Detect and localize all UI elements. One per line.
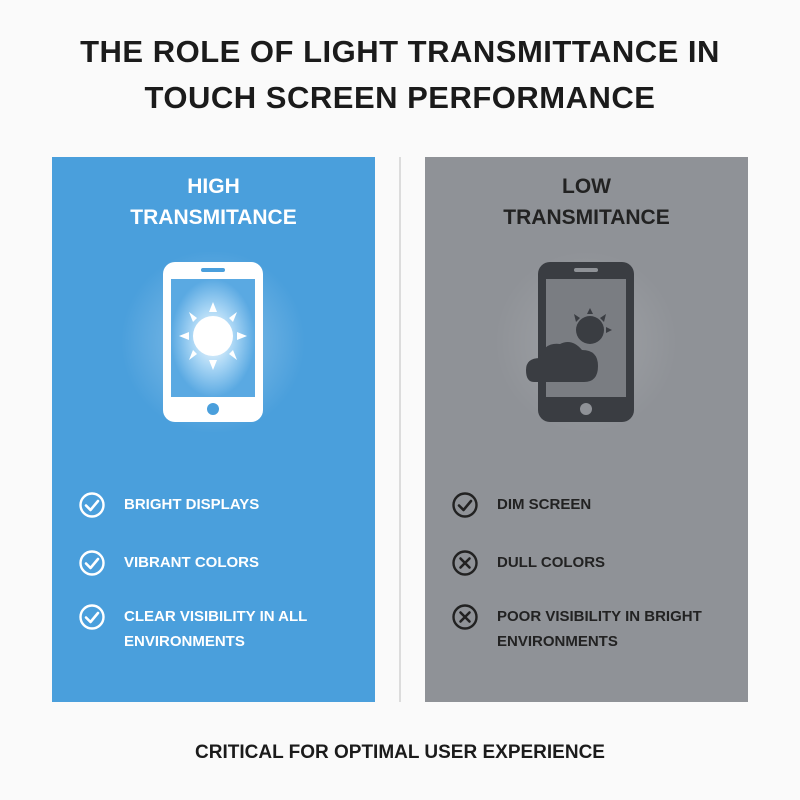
cross-icon xyxy=(452,604,478,630)
title-line: TOUCH SCREEN PERFORMANCE xyxy=(144,80,656,115)
check-icon xyxy=(79,492,105,518)
phone-illustration xyxy=(494,252,678,432)
panel-heading: TRANSMITANCE xyxy=(503,206,670,229)
panel: HIGH TRANSMITANCE BRIGHT DISPLAYS VIBRANT… xyxy=(52,157,375,702)
footer: CRITICAL FOR OPTIMAL USER EXPERIENCE xyxy=(195,742,605,763)
panel-heading: HIGH xyxy=(187,175,240,198)
check-icon xyxy=(452,492,478,518)
panel-heading: TRANSMITANCE xyxy=(130,206,297,229)
item-text: DULL COLORS xyxy=(497,554,606,571)
panel-heading: LOW xyxy=(562,175,611,198)
divider xyxy=(399,157,401,702)
item-text: BRIGHT DISPLAYS xyxy=(124,496,260,513)
cross-icon xyxy=(452,550,478,576)
item-text: DIM SCREEN xyxy=(497,496,592,513)
panel: LOW TRANSMITANCE DIM SCREEN DULL COLORS PO… xyxy=(425,157,748,702)
item-text: POOR VISIBILITY IN BRIGHT ENVIRONMENTS xyxy=(497,608,702,650)
check-icon xyxy=(79,550,105,576)
item-text: CLEAR VISIBILITY IN ALL ENVIRONMENTS xyxy=(124,608,308,650)
phone-illustration xyxy=(121,252,305,432)
item-text: VIBRANT COLORS xyxy=(124,554,259,571)
check-icon xyxy=(79,604,105,630)
title-line: THE ROLE OF LIGHT TRANSMITTANCE IN xyxy=(80,34,720,69)
